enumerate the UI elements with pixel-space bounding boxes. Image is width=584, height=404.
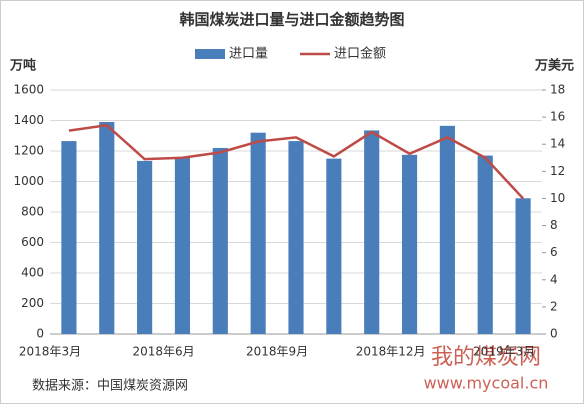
bar <box>137 160 153 334</box>
legend-swatch <box>195 49 225 59</box>
bar <box>288 141 304 334</box>
bar <box>99 122 115 335</box>
chart-title: 韩国煤炭进口量与进口金额趋势图 <box>179 11 404 29</box>
line <box>68 123 524 200</box>
y-tick-label: 600 <box>21 235 44 249</box>
y2-tick-label: 2 <box>550 299 558 313</box>
legend-label: 进口量 <box>229 47 268 62</box>
y2-tick-label: 6 <box>550 245 558 259</box>
y-tick-label: 400 <box>21 266 44 280</box>
bar <box>250 132 266 334</box>
bar <box>515 198 531 334</box>
y2-tick-label: 18 <box>550 83 565 97</box>
bar <box>212 147 228 334</box>
y2-tick-label: 16 <box>550 110 565 124</box>
y-tick-label: 1000 <box>13 174 44 188</box>
x-tick-label: 2019年3月 <box>473 345 535 359</box>
watermark: www.mycoal.cn <box>424 374 549 393</box>
bar <box>326 158 342 334</box>
source-note: 数据来源：中国煤炭资源网 <box>32 379 188 394</box>
y2-tick-label: 14 <box>550 137 565 151</box>
y2-tick-label: 8 <box>550 218 558 232</box>
bar <box>61 141 77 334</box>
legend-label: 进口金额 <box>334 46 386 62</box>
bar <box>439 125 455 335</box>
y-tick-label: 1400 <box>13 113 44 127</box>
y-tick-label: 200 <box>21 296 44 310</box>
bar <box>477 155 493 334</box>
x-tick-label: 2018年6月 <box>132 345 194 359</box>
y2-tick-label: 12 <box>550 164 565 178</box>
y-tick-label: 1600 <box>13 83 44 97</box>
bar <box>401 154 418 334</box>
y-tick-label: 1200 <box>13 144 44 158</box>
y2-tick-label: 10 <box>550 191 565 205</box>
y2-axis-title: 万美元 <box>534 58 574 74</box>
y-tick-label: 0 <box>36 327 44 341</box>
y2-tick-label: 4 <box>550 272 558 286</box>
x-tick-label: 2018年12月 <box>356 345 426 359</box>
y2-tick-label: 0 <box>550 327 558 341</box>
watermark: 我的煤炭网 <box>431 345 541 370</box>
bar <box>364 130 380 334</box>
y-axis-title: 万吨 <box>9 58 36 74</box>
x-tick-label: 2018年9月 <box>246 345 308 359</box>
bar <box>174 157 191 334</box>
x-tick-label: 2018年3月 <box>19 345 81 359</box>
y-tick-label: 800 <box>21 205 44 219</box>
